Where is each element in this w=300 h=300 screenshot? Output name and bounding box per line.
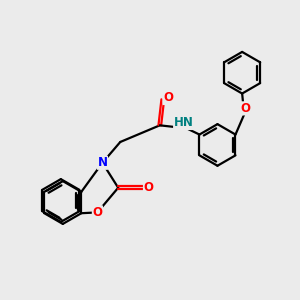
Text: O: O xyxy=(163,92,173,104)
Text: N: N xyxy=(98,156,107,169)
Text: O: O xyxy=(92,206,102,219)
Text: O: O xyxy=(143,181,154,194)
Text: HN: HN xyxy=(174,116,194,130)
Text: O: O xyxy=(241,102,251,115)
